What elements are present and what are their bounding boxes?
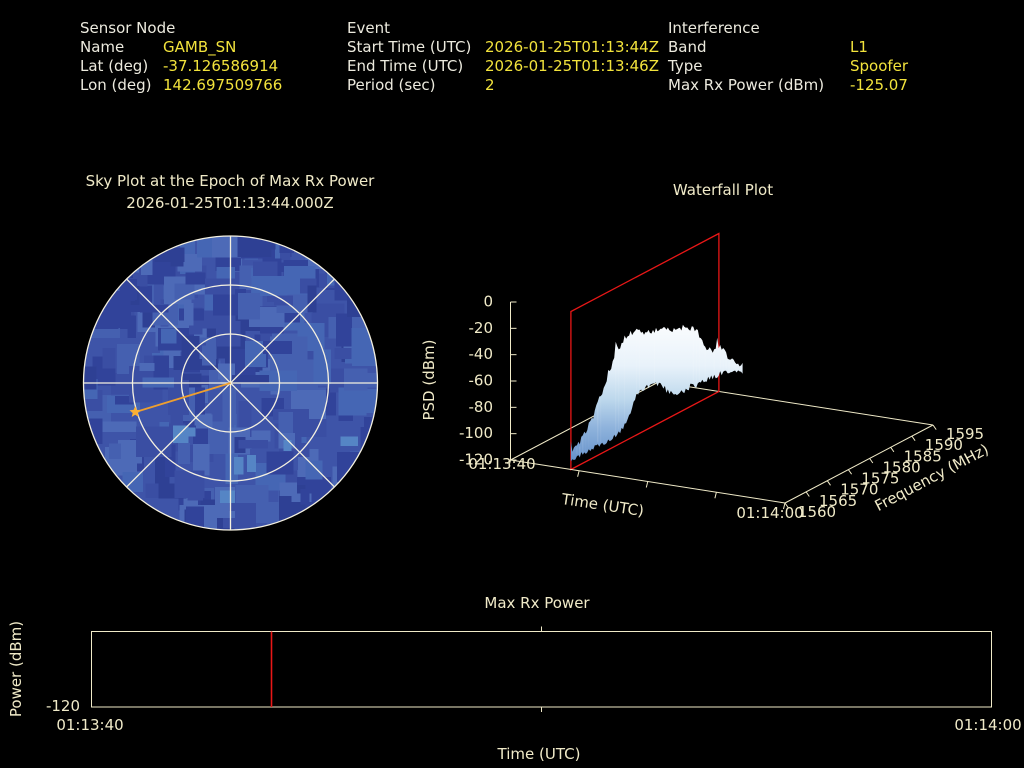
sensor-name-label: Name xyxy=(80,38,125,56)
power-plot-frame xyxy=(91,631,992,708)
sensor-lat-label: Lat (deg) xyxy=(80,57,149,75)
sensor-name-value: GAMB_SN xyxy=(163,38,237,56)
interference-power-row: Max Rx Power (dBm) -125.07 xyxy=(668,76,908,95)
waterfall-frequency-tick-label: 1565 xyxy=(819,492,857,510)
waterfall-psd-tick-label: -60 xyxy=(469,372,494,390)
waterfall-time-axis-label: Time (UTC) xyxy=(559,490,645,520)
waterfall-frequency-tick-label: 1575 xyxy=(861,470,899,488)
sensor-name-row: Name GAMB_SN xyxy=(80,38,282,57)
event-section-title: Event xyxy=(347,19,390,37)
power-time-end-label: 01:14:00 xyxy=(954,716,1021,734)
interference-type-value: Spoofer xyxy=(850,57,909,75)
waterfall-frequency-tick-label: 1585 xyxy=(904,447,942,465)
waterfall-psd-tick-label: -120 xyxy=(459,451,493,469)
waterfall-frequency-axis xyxy=(784,424,934,504)
sensor-section-title: Sensor Node xyxy=(80,19,176,37)
interference-power-label: Max Rx Power (dBm) xyxy=(668,76,825,94)
sensor-lat-row: Lat (deg) -37.126586914 xyxy=(80,57,282,76)
waterfall-frequency-tick-label: 1595 xyxy=(946,425,984,443)
sky-plot xyxy=(82,235,379,531)
sky-plot-epoch: 2026-01-25T01:13:44.000Z xyxy=(126,194,334,212)
event-section: Event Start Time (UTC) 2026-01-25T01:13:… xyxy=(347,19,659,95)
sky-plot-title-line1: Sky Plot at the Epoch of Max Rx Power xyxy=(85,172,375,190)
event-period-label: Period (sec) xyxy=(347,76,436,94)
interference-type-label: Type xyxy=(668,57,703,75)
waterfall-psd-tick-label: 0 xyxy=(483,293,493,311)
waterfall-geometry: 0-20-40-60-80-100-1201560156515701575158… xyxy=(459,232,984,521)
interference-section-title: Interference xyxy=(668,19,760,37)
event-start-value: 2026-01-25T01:13:44Z xyxy=(485,38,659,56)
event-end-label: End Time (UTC) xyxy=(347,57,464,75)
interference-power-value: -125.07 xyxy=(850,76,908,94)
waterfall-surface-texture xyxy=(576,328,739,456)
waterfall-time-start-label: 01:13:40 xyxy=(468,455,535,473)
event-end-row: End Time (UTC) 2026-01-25T01:13:46Z xyxy=(347,57,659,76)
power-time-axis-label: Time (UTC) xyxy=(497,745,581,763)
sensor-lon-value: 142.697509766 xyxy=(163,76,283,94)
waterfall-frequency-tick-label: 1570 xyxy=(840,481,878,499)
waterfall-psd-axis-label: PSD (dBm) xyxy=(420,339,438,420)
interference-band-label: Band xyxy=(668,38,707,56)
sky-interference-ray xyxy=(134,382,231,413)
waterfall-frequency-tick-label: 1590 xyxy=(925,436,963,454)
interference-band-value: L1 xyxy=(850,38,868,56)
waterfall-event-plane xyxy=(570,232,720,471)
waterfall-psd-tick-label: -40 xyxy=(469,345,494,363)
event-end-value: 2026-01-25T01:13:46Z xyxy=(485,57,659,75)
sensor-lat-value: -37.126586914 xyxy=(163,57,279,75)
waterfall-psd-tick-label: -80 xyxy=(469,398,494,416)
waterfall-time-end-label: 01:14:00 xyxy=(736,504,803,522)
event-start-row: Start Time (UTC) 2026-01-25T01:13:44Z xyxy=(347,38,659,57)
event-period-row: Period (sec) 2 xyxy=(347,76,659,95)
sky-heatmap xyxy=(83,236,378,530)
sensor-lon-row: Lon (deg) 142.697509766 xyxy=(80,76,282,95)
power-y-axis-label: Power (dBm) xyxy=(7,621,25,717)
event-start-label: Start Time (UTC) xyxy=(347,38,472,56)
waterfall-psd-surface xyxy=(570,324,743,462)
interference-type-row: Type Spoofer xyxy=(668,57,908,76)
waterfall-psd-tick-label: -20 xyxy=(469,319,494,337)
sky-interference-marker xyxy=(129,406,141,417)
power-time-start-label: 01:13:40 xyxy=(56,716,123,734)
event-period-value: 2 xyxy=(485,76,495,94)
waterfall-psd-tick-label: -100 xyxy=(459,424,493,442)
sky-plot-title: Sky Plot at the Epoch of Max Rx Power 20… xyxy=(30,170,430,214)
waterfall-frequency-tick-label: 1580 xyxy=(883,458,921,476)
sensor-node-section: Sensor Node Name GAMB_SN Lat (deg) -37.1… xyxy=(80,19,282,95)
waterfall-frequency-tick-label: 1560 xyxy=(798,503,836,521)
waterfall-plot-title: Waterfall Plot xyxy=(672,181,774,199)
power-plot-title: Max Rx Power xyxy=(484,594,590,612)
interference-band-row: Band L1 xyxy=(668,38,908,57)
sensor-lon-label: Lon (deg) xyxy=(80,76,152,94)
interference-section: Interference Band L1 Type Spoofer Max Rx… xyxy=(668,19,908,95)
waterfall-plot: 0-20-40-60-80-100-1201560156515701575158… xyxy=(420,232,992,522)
power-ymin-tick-label: -120 xyxy=(46,697,80,715)
power-plot: -120 01:13:40 01:14:00 Time (UTC) Power … xyxy=(7,621,1022,763)
waterfall-floor-back-right-edge xyxy=(658,381,934,426)
